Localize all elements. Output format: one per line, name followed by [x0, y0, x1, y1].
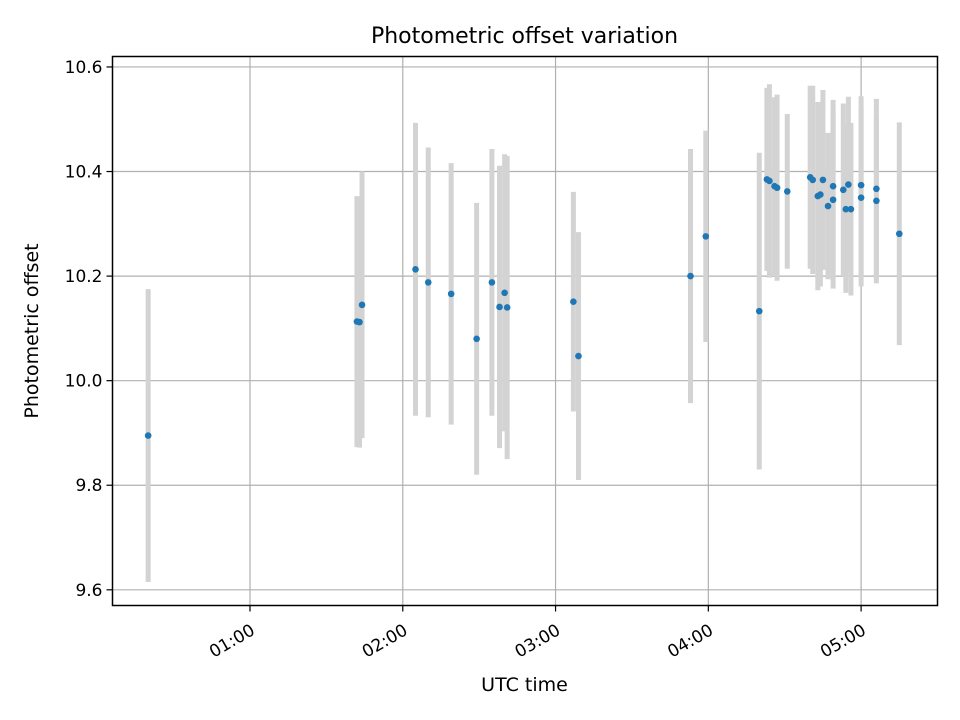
y-axis-label: Photometric offset: [21, 243, 43, 418]
data-point: [356, 318, 363, 326]
data-point: [857, 181, 865, 189]
y-tick-label: 9.6: [75, 581, 102, 601]
data-point: [358, 301, 366, 309]
data-point: [144, 432, 152, 439]
data-point: [842, 205, 850, 213]
y-tick-label: 10.0: [65, 372, 103, 392]
y-tick-label: 10.4: [65, 163, 103, 183]
data-point: [488, 279, 496, 286]
data-point: [829, 182, 837, 190]
data-points: [144, 173, 903, 439]
data-point: [773, 184, 781, 192]
x-axis-label: UTC time: [481, 674, 568, 696]
data-point: [857, 194, 865, 201]
data-point: [839, 186, 847, 194]
data-point: [496, 303, 503, 311]
data-point: [447, 290, 455, 298]
data-point: [755, 307, 763, 315]
chart-title: Photometric offset variation: [371, 24, 678, 49]
y-tick-label: 10.6: [65, 58, 103, 78]
data-point: [824, 202, 832, 210]
y-tick-label: 9.8: [75, 476, 102, 496]
data-point: [783, 188, 791, 195]
data-point: [873, 185, 880, 193]
data-point: [473, 335, 480, 343]
data-point: [819, 176, 827, 184]
data-point: [687, 272, 694, 280]
data-point: [424, 279, 432, 286]
data-point: [896, 230, 903, 238]
data-point: [570, 298, 577, 306]
data-point: [847, 205, 855, 213]
data-point: [503, 304, 511, 311]
data-point: [702, 233, 710, 240]
data-point: [845, 181, 852, 188]
grid: [112, 56, 938, 606]
data-point: [501, 289, 508, 297]
data-point: [809, 176, 817, 184]
data-point: [766, 177, 773, 185]
data-point: [575, 352, 582, 360]
data-point: [412, 266, 419, 273]
data-point: [817, 191, 824, 198]
data-point: [873, 197, 880, 205]
plot-frame: [111, 55, 939, 607]
y-tick-label: 10.2: [65, 267, 103, 287]
y-axis-ticks: 9.6 9.8 10.0 10.2 10.4 10.6: [65, 58, 113, 601]
data-point: [829, 196, 837, 204]
